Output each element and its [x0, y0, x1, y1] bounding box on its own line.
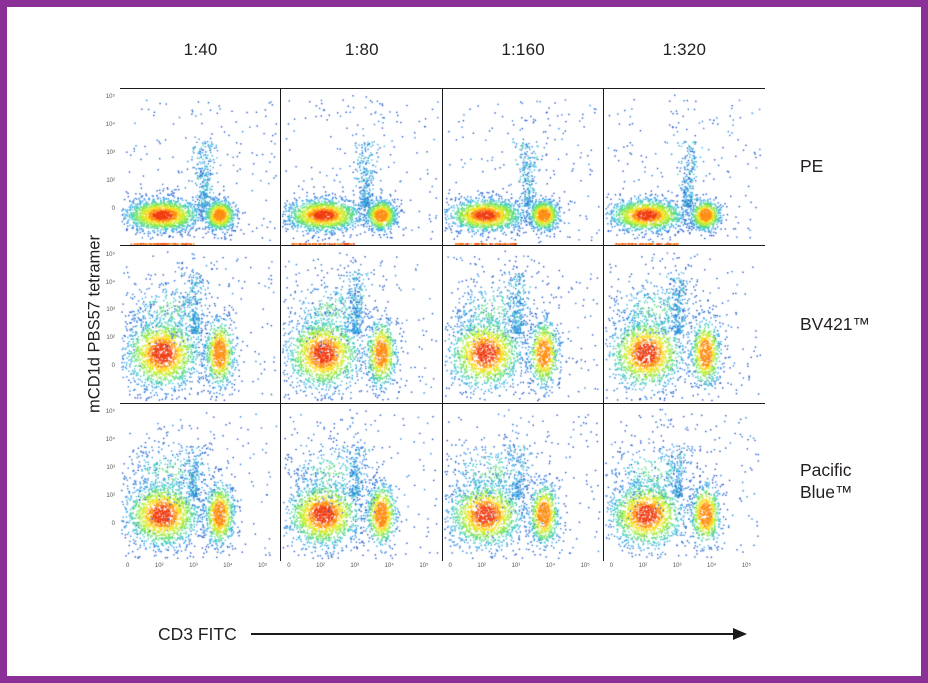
x-tick-label: 10⁴ — [384, 563, 394, 569]
plot-panel-r2c1 — [120, 246, 282, 404]
y-tick-label: 10² — [106, 335, 115, 342]
x-tick-label: 10⁵ — [580, 563, 590, 569]
flow-dot-plot-r3c4 — [603, 403, 765, 561]
flow-dot-plot-r3c2 — [281, 403, 442, 561]
plot-panel-r1c4 — [603, 89, 765, 247]
y-tick-label: 10³ — [106, 149, 115, 156]
y-tick-group-row1: 10⁵ 10⁴ 10³ 10² 0 — [97, 88, 118, 246]
plot-panel-r1c1 — [120, 89, 282, 247]
y-axis-ticks: 10⁵ 10⁴ 10³ 10² 0 10⁵ 10⁴ 10³ 10² 0 10⁵ 10⁴ 10³ 10² 0 — [97, 88, 118, 561]
x-tick-label: 10³ — [189, 563, 198, 569]
x-tick-group-col2: 0 10² 10³ 10⁴ 10⁵ — [281, 563, 442, 575]
y-tick-label: 10⁵ — [105, 94, 115, 100]
plot-panel-r2c2 — [281, 246, 443, 404]
x-axis-ticks: 0 10² 10³ 10⁴ 10⁵ 0 10² 10³ 10⁴ 10⁵ 0 10² 10³ 10⁴ 10⁵ 0… — [120, 563, 765, 575]
y-tick-label: 10³ — [106, 465, 115, 472]
row-label-bv421: BV421™ — [800, 313, 871, 334]
flow-dot-plot-r2c3 — [442, 246, 603, 403]
y-tick-group-row3: 10⁵ 10⁴ 10³ 10² 0 — [97, 403, 118, 561]
flow-dot-plot-r1c2 — [281, 89, 442, 246]
x-tick-label: 10⁵ — [419, 563, 429, 569]
x-tick-group-col3: 0 10² 10³ 10⁴ 10⁵ — [443, 563, 604, 575]
flow-dot-plot-r2c1 — [120, 246, 281, 403]
column-header-1-160: 1:160 — [501, 40, 545, 59]
y-tick-label: 10² — [106, 177, 115, 184]
y-tick-label: 10² — [106, 493, 115, 500]
x-tick-label: 10² — [316, 563, 325, 569]
x-tick-label: 10² — [154, 563, 164, 569]
x-tick-label: 0 — [609, 563, 614, 569]
x-tick-label: 0 — [126, 563, 130, 569]
y-tick-label: 0 — [111, 520, 115, 527]
plot-panel-r3c1 — [120, 403, 282, 561]
plot-panel-r2c3 — [442, 246, 604, 404]
plot-panel-r3c4 — [603, 403, 765, 561]
plot-grid — [120, 88, 765, 561]
flow-dot-plot-r1c1 — [120, 89, 281, 246]
row-label-pacific-blue: Pacific Blue™ — [800, 460, 853, 503]
y-tick-label: 10⁴ — [105, 437, 115, 444]
y-tick-label: 10⁴ — [105, 121, 115, 128]
plot-panel-r3c2 — [281, 403, 443, 561]
x-axis: CD3 FITC — [158, 619, 758, 649]
y-tick-label: 10³ — [106, 307, 115, 314]
plot-panel-r1c3 — [442, 89, 604, 247]
column-header-1-320: 1:320 — [662, 40, 707, 59]
row-label-pe: PE — [800, 155, 824, 176]
flow-dot-plot-r3c3 — [442, 403, 603, 561]
x-tick-label: 10⁵ — [741, 563, 751, 569]
y-tick-label: 0 — [111, 363, 115, 370]
x-axis-arrow — [250, 628, 747, 640]
column-headers: 1:40 1:80 1:160 1:320 — [120, 40, 765, 66]
flow-dot-plot-r2c4 — [603, 246, 765, 403]
x-tick-label: 10² — [477, 563, 487, 569]
y-tick-label: 10⁴ — [105, 279, 115, 286]
y-tick-group-row2: 10⁵ 10⁴ 10³ 10² 0 — [97, 246, 118, 404]
plot-panel-r2c4 — [603, 246, 765, 404]
flow-dot-plot-r1c3 — [442, 89, 603, 246]
x-tick-group-col4: 0 10² 10³ 10⁴ 10⁵ — [604, 563, 765, 575]
x-tick-label: 0 — [448, 563, 452, 569]
x-tick-label: 10³ — [511, 563, 521, 569]
flow-dot-plot-r3c1 — [120, 403, 281, 561]
x-tick-label: 10⁵ — [258, 563, 268, 569]
column-header-1-40: 1:40 — [183, 40, 218, 59]
x-axis-label: CD3 FITC — [158, 623, 237, 644]
x-tick-group-col1: 0 10² 10³ 10⁴ 10⁵ — [120, 563, 281, 575]
x-tick-label: 10³ — [350, 563, 359, 569]
column-header-1-80: 1:80 — [344, 40, 379, 59]
row-labels: PE BV421™ Pacific Blue™ — [800, 88, 920, 561]
y-tick-label: 10⁵ — [105, 409, 115, 416]
x-tick-label: 10⁴ — [223, 563, 233, 569]
x-tick-label: 10⁴ — [707, 563, 717, 569]
plot-panel-r3c3 — [442, 403, 604, 561]
x-tick-label: 10² — [638, 563, 648, 569]
x-tick-label: 10³ — [672, 563, 682, 569]
flow-dot-plot-r1c4 — [603, 89, 765, 246]
flow-dot-plot-r2c2 — [281, 246, 442, 403]
x-tick-label: 0 — [287, 563, 291, 569]
y-tick-label: 10⁵ — [105, 251, 115, 258]
plot-panel-r1c2 — [281, 89, 443, 247]
x-tick-label: 10⁴ — [545, 563, 556, 569]
y-tick-label: 0 — [111, 205, 115, 212]
